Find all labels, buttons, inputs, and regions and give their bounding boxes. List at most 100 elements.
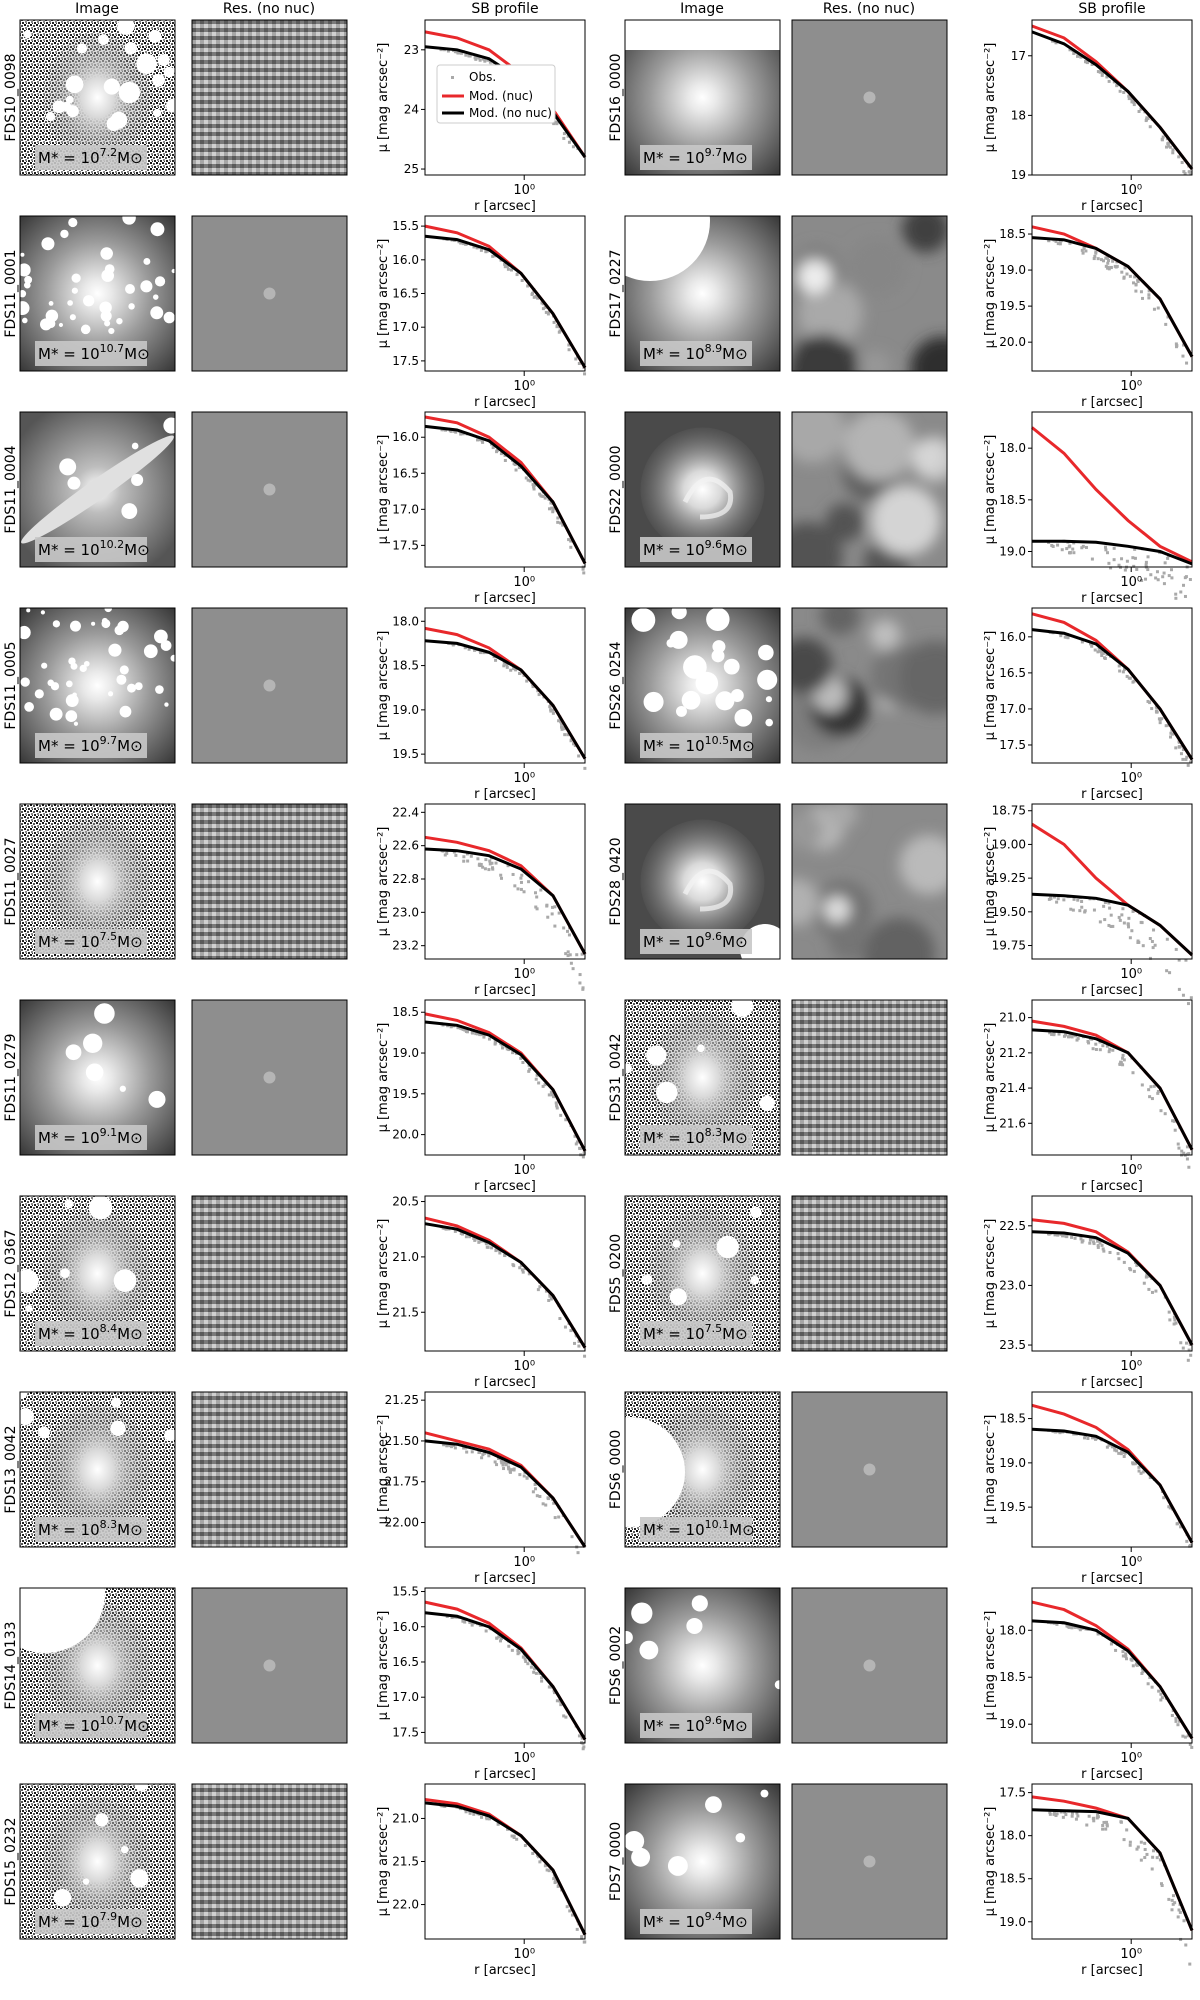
obs-point [460, 1232, 464, 1236]
obs-point [1063, 1233, 1067, 1237]
obs-point [1058, 242, 1062, 246]
obs-point [1098, 70, 1102, 74]
obs-point [464, 53, 468, 57]
obs-point [1072, 51, 1076, 55]
y-axis-label: μ [mag arcsec⁻²] [376, 1219, 391, 1329]
y-tick-label: 21.5 [392, 1305, 419, 1319]
y-axis-label: μ [mag arcsec⁻²] [983, 1807, 998, 1917]
stellar-mass-label: M* = 109.7M⊙ [643, 146, 748, 167]
obs-point [559, 1113, 563, 1117]
obs-point [541, 494, 545, 498]
mask-blob [119, 1085, 126, 1092]
obs-point [1129, 1268, 1133, 1272]
obs-point [1108, 1047, 1112, 1051]
plot-frame [1031, 1587, 1193, 1744]
mass-exponent: 9.6 [705, 1714, 723, 1727]
obs-point [1087, 1814, 1091, 1818]
obs-point [483, 867, 487, 871]
galaxy-light [43, 1208, 152, 1339]
obs-point [566, 954, 570, 958]
obs-point [1075, 1811, 1079, 1815]
obs-point [1062, 1034, 1066, 1038]
obs-point [1156, 1091, 1160, 1095]
plot-frame [1031, 19, 1193, 176]
obs-point [1048, 1812, 1052, 1816]
obs-point [532, 1670, 536, 1674]
residual-blotch [792, 637, 833, 695]
residual-frame [191, 1195, 348, 1352]
obs-point [497, 1635, 501, 1639]
stellar-mass-label: M* = 1010.1M⊙ [643, 1518, 755, 1539]
obs-point [526, 284, 530, 288]
obs-point [1154, 705, 1158, 709]
obs-point [567, 538, 571, 542]
obs-point [518, 671, 522, 675]
y-axis-label: μ [mag arcsec⁻²] [376, 43, 391, 153]
obs-point [1171, 1894, 1175, 1898]
obs-point [1155, 570, 1159, 574]
obs-point [1129, 96, 1133, 100]
mask-blob [120, 1845, 129, 1854]
obs-point [535, 1073, 539, 1077]
obs-point [538, 1494, 542, 1498]
residual-panel [191, 215, 348, 372]
obs-point [559, 721, 563, 725]
obs-point [473, 648, 477, 652]
obs-point [1163, 1112, 1167, 1116]
obs-point [564, 1118, 568, 1122]
obs-point [550, 912, 554, 916]
y-axis-label: μ [mag arcsec⁻²] [983, 827, 998, 937]
mask-blob [669, 1288, 687, 1306]
obs-point [1150, 1867, 1154, 1871]
obs-point [1173, 1318, 1177, 1322]
obs-point [551, 508, 555, 512]
galaxy-id-label: FDS6_0002 [608, 1626, 624, 1705]
mass-exponent: 9.4 [705, 1910, 723, 1923]
residual-frame [791, 215, 948, 372]
obs-point [1118, 1062, 1122, 1066]
obs-point [1159, 1109, 1163, 1113]
mask-blob [108, 327, 115, 335]
model-nuc-line [1031, 1218, 1194, 1346]
y-tick-label: 18.5 [999, 1412, 1026, 1426]
obs-point [476, 857, 480, 861]
obs-point [442, 1443, 446, 1447]
obs-point [526, 1662, 530, 1666]
mask-blob [170, 654, 175, 662]
galaxy-image-panel: M* = 109.4M⊙ [624, 1783, 781, 1940]
mass-prefix: M* = 10 [643, 1717, 705, 1735]
obs-point [491, 446, 495, 450]
column-header: SB profile [1078, 1, 1145, 17]
obs-point [1135, 1263, 1139, 1267]
model-nonuc-line [1031, 1808, 1194, 1931]
mask-blob [65, 95, 74, 104]
mass-prefix: M* = 10 [643, 345, 705, 363]
obs-point [502, 664, 506, 668]
obs-point [1112, 1446, 1116, 1450]
obs-point [1096, 650, 1100, 654]
galaxy-id-label: FDS31_0042 [608, 1033, 624, 1121]
stellar-mass-label: M* = 1010.7M⊙ [38, 1714, 150, 1735]
obs-point [1121, 1063, 1125, 1067]
obs-point [1065, 547, 1069, 551]
residual-panel [791, 19, 948, 176]
obs-point [518, 1473, 522, 1477]
obs-point [1112, 558, 1116, 562]
mask-blob [171, 268, 175, 274]
mass-exponent: 7.5 [100, 930, 118, 943]
model-nuc-line [424, 224, 587, 369]
mask-blob [143, 257, 151, 265]
obs-point [1080, 640, 1084, 644]
x-tick-label: 10⁰ [1120, 183, 1142, 198]
y-tick-label: 15.5 [392, 219, 419, 233]
obs-point [458, 1026, 462, 1030]
residual-noise [792, 1196, 947, 1351]
